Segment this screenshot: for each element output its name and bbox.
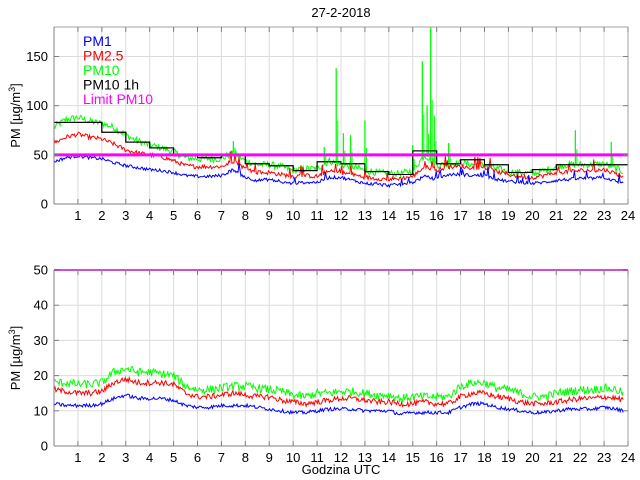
x-tick-label: 13: [358, 450, 372, 465]
x-tick-label: 21: [549, 208, 563, 223]
legend-entry-pm1: PM1: [83, 33, 112, 49]
y-tick-label: 30: [34, 333, 48, 348]
bottom-plot: 1 2 3 4 5 6 7 8 9 10 11 12 13 14 15 16 17 18 19 20 21 22 23 240…: [7, 263, 635, 466]
y-tick-label: 50: [34, 147, 48, 162]
x-tick-label: 5: [170, 208, 177, 223]
x-tick-label: 11: [310, 450, 324, 465]
x-tick-label: 16: [429, 208, 443, 223]
x-tick-label: 8: [242, 450, 249, 465]
x-tick-label: 18: [477, 450, 491, 465]
x-tick-label: 18: [477, 208, 491, 223]
x-tick-label: 24: [621, 450, 635, 465]
legend-entry-limit-pm10: Limit PM10: [83, 91, 153, 107]
x-tick-label: 16: [429, 450, 443, 465]
y-axis-label-bracket: ]: [8, 326, 23, 330]
x-tick-label: 11: [310, 208, 324, 223]
x-tick-label: 6: [194, 208, 201, 223]
series-line-pm1: [53, 153, 624, 188]
x-tick-label: 17: [453, 208, 467, 223]
x-tick-label: 21: [549, 450, 563, 465]
x-tick-label: 12: [334, 450, 348, 465]
x-tick-label: 13: [358, 208, 372, 223]
x-tick-label: 10: [286, 450, 300, 465]
x-tick-label: 23: [597, 208, 611, 223]
x-tick-label: 7: [218, 208, 225, 223]
x-tick-label: 4: [146, 208, 153, 223]
x-tick-label: 15: [406, 450, 420, 465]
x-tick-label: 15: [406, 208, 420, 223]
x-tick-label: 12: [334, 208, 348, 223]
y-axis-label: PM [µg/m3]: [7, 83, 23, 148]
x-tick-label: 23: [597, 450, 611, 465]
y-tick-label: 20: [34, 368, 48, 383]
x-tick-label: 9: [266, 208, 273, 223]
y-tick-label: 0: [41, 197, 48, 212]
x-tick-label: 14: [382, 208, 396, 223]
x-tick-label: 3: [122, 208, 129, 223]
y-tick-label: 100: [26, 98, 48, 113]
x-tick-label: 20: [525, 208, 539, 223]
x-tick-label: 17: [453, 450, 467, 465]
y-tick-label: 50: [34, 263, 48, 278]
x-tick-label: 8: [242, 208, 249, 223]
y-axis-label-text: PM [µg/m: [8, 92, 23, 148]
series-line-pm10: [53, 114, 624, 179]
x-tick-label: 19: [501, 208, 515, 223]
x-tick-label: 10: [286, 208, 300, 223]
series-line-pm10-1h-overlay: [54, 121, 628, 175]
x-tick-label: 4: [146, 450, 153, 465]
top-plot: 1 2 3 4 5 6 7 8 9 10 11 12 13 14 15 16 17 18 19 20 21 22 23 240…: [7, 26, 635, 223]
x-tick-label: 22: [573, 208, 587, 223]
y-axis-label: PM [µg/m3]: [7, 326, 23, 391]
series-line-pm2-5: [53, 375, 624, 408]
x-axis-label: Godzina UTC: [302, 462, 381, 477]
x-tick-label: 3: [122, 450, 129, 465]
legend-entry-pm10-1h: PM10 1h: [83, 77, 139, 93]
series-line-pm10: [53, 365, 624, 404]
x-tick-label: 1: [74, 208, 81, 223]
x-tick-label: 2: [98, 208, 105, 223]
chart-title: 27-2-2018: [311, 5, 370, 20]
x-tick-label: 5: [170, 450, 177, 465]
legend-entry-pm2-5: PM2.5: [83, 48, 124, 64]
titles: 27-2-2018 Godzina UTC: [302, 5, 381, 477]
x-tick-label: 1: [74, 450, 81, 465]
series-line-pm1: [53, 393, 624, 416]
x-tick-label: 20: [525, 450, 539, 465]
x-tick-label: 2: [98, 450, 105, 465]
y-tick-label: 150: [26, 49, 48, 64]
y-axis-label-text: PM [µg/m: [8, 334, 23, 390]
x-tick-label: 24: [621, 208, 635, 223]
x-tick-label: 22: [573, 450, 587, 465]
y-axis-label-superscript: 3: [7, 329, 17, 334]
x-tick-label: 7: [218, 450, 225, 465]
y-tick-label: 0: [41, 439, 48, 454]
y-tick-label: 10: [34, 403, 48, 418]
legend-entry-pm10: PM10: [83, 62, 120, 78]
y-tick-label: 40: [34, 298, 48, 313]
y-axis-label-superscript: 3: [7, 87, 17, 92]
x-tick-label: 19: [501, 450, 515, 465]
x-tick-label: 14: [382, 450, 396, 465]
y-axis-label-bracket: ]: [8, 83, 23, 87]
x-tick-label: 9: [266, 450, 273, 465]
x-tick-label: 6: [194, 450, 201, 465]
